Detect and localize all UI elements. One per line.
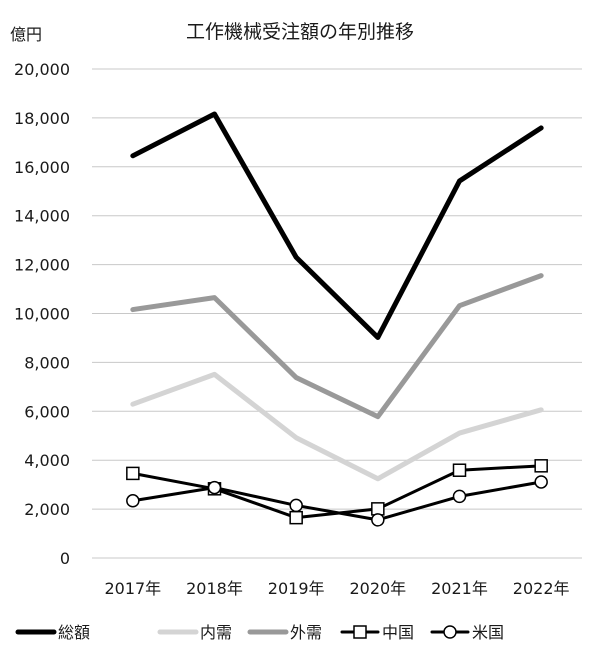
- data-point-circle: [126, 494, 140, 508]
- series-line-2: [130, 273, 544, 420]
- y-axis-unit-label: 億円: [10, 25, 42, 44]
- y-tick-label: 8,000: [24, 353, 70, 372]
- data-point-square: [452, 463, 467, 477]
- y-tick-label: 20,000: [14, 60, 70, 79]
- legend-label: 内需: [200, 623, 232, 642]
- legend: 総額 内需 外需 中国 米国: [15, 623, 504, 642]
- x-tick-label: 2018年: [186, 579, 243, 598]
- x-tick-label: 2022年: [513, 579, 570, 598]
- y-tick-label: 16,000: [14, 158, 70, 177]
- data-point-circle: [452, 489, 467, 504]
- y-tick-label: 12,000: [14, 256, 70, 275]
- data-point-circle: [289, 498, 303, 513]
- data-point-square: [371, 502, 385, 516]
- series-lines: [126, 111, 548, 527]
- chart-title: 工作機械受注額の年別推移: [186, 21, 414, 43]
- data-point-circle: [534, 475, 548, 489]
- data-point-square: [126, 466, 140, 481]
- data-point-circle: [371, 513, 385, 527]
- series-line-4: [131, 480, 543, 522]
- legend-label: 米国: [472, 623, 504, 642]
- x-tick-label: 2020年: [349, 579, 406, 598]
- x-tick-label: 2019年: [268, 579, 325, 598]
- y-tick-label: 0: [60, 549, 70, 568]
- legend-label: 総額: [58, 623, 90, 642]
- y-tick-label: 6,000: [24, 402, 70, 421]
- x-tick-labels: 2017年 2018年 2019年 2020年 2021年 2022年: [104, 579, 569, 598]
- x-tick-label: 2021年: [431, 579, 488, 598]
- legend-label: 中国: [382, 623, 414, 642]
- y-tick-label: 4,000: [24, 451, 70, 470]
- legend-label: 外需: [290, 623, 322, 642]
- legend-marker-circle: [443, 625, 457, 639]
- gridlines: [92, 68, 582, 559]
- y-tick-label: 18,000: [14, 109, 70, 128]
- legend-marker-square: [353, 625, 367, 639]
- data-point-square: [289, 510, 303, 525]
- x-tick-label: 2017年: [104, 579, 161, 598]
- series-line-1: [130, 371, 544, 482]
- data-point-circle: [207, 480, 222, 495]
- y-tick-label: 10,000: [14, 305, 70, 324]
- data-point-square: [534, 459, 548, 473]
- series-line-0: [130, 111, 544, 340]
- y-tick-label: 14,000: [14, 207, 70, 226]
- y-tick-labels: 0 2,000 4,000 6,000 8,000 10,000 12,000 14,000 1…: [14, 60, 70, 568]
- y-tick-label: 2,000: [24, 500, 70, 519]
